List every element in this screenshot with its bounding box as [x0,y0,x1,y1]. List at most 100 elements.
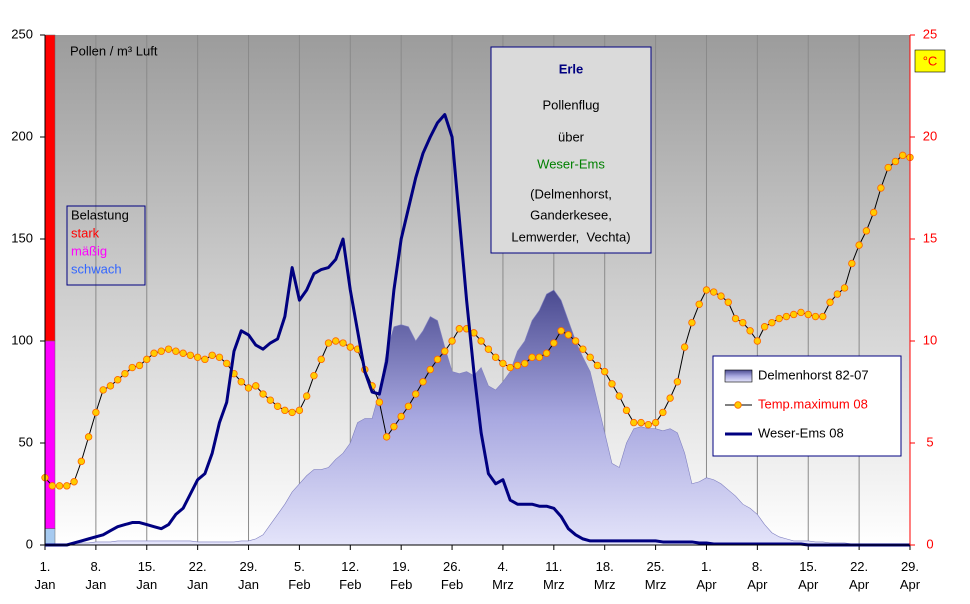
marker [259,390,267,398]
marker [601,367,609,376]
marker [819,312,827,321]
marker [172,347,180,355]
belastung-label: mäßig [71,243,107,258]
marker [281,406,289,415]
x-tick-label: 25. Mrz [644,559,667,592]
subtitle: Ganderkesee, [530,207,612,222]
marker [528,353,536,362]
marker [884,163,892,172]
legend-marker [734,401,742,409]
marker [179,349,187,357]
x-tick-label: 15. Apr [798,559,819,592]
marker [135,361,144,370]
marker [739,318,747,327]
marker [593,361,602,370]
marker [710,288,718,296]
marker [673,378,682,386]
x-tick-label: 8. Apr [747,559,768,592]
marker [244,384,253,392]
y2-tick-label: 5 [926,434,933,449]
subtitle: Lemwerder, Vechta) [511,229,630,244]
legend-label: Delmenhorst 82-07 [758,367,869,382]
subtitle: Weser-Ems [537,156,605,171]
y-axis-label: Pollen / m³ Luft [70,43,158,58]
marker [375,398,384,406]
marker [506,363,514,372]
marker [215,353,224,362]
marker [746,327,754,335]
marker [557,327,565,335]
marker [201,355,209,364]
marker [339,339,347,347]
marker [426,365,434,374]
chart-title: Erle [559,61,584,76]
marker [550,339,558,347]
marker [630,418,638,427]
marker [651,418,660,427]
marker [782,312,791,321]
subtitle: Pollenflug [542,97,599,112]
marker [121,369,129,378]
y2-tick-label: 10 [923,332,937,347]
y2-tick-label: 20 [923,128,937,143]
marker [811,312,820,321]
marker [731,314,740,323]
marker [310,371,318,380]
belastung-band [44,340,56,529]
marker [484,345,493,353]
x-tick-label: 8. Jan [85,559,107,592]
marker [164,345,173,353]
belastung-label: stark [71,225,100,240]
y2-tick-label: 15 [923,230,937,245]
x-tick-label: 12. Feb [339,559,362,592]
marker [252,382,260,390]
marker [586,353,594,362]
y-tick-label: 150 [11,230,33,245]
marker [113,376,122,384]
marker [833,290,842,298]
x-tick-label: 1. Jan [34,559,56,592]
marker [186,351,195,359]
marker [862,227,871,235]
marker [455,325,464,333]
belastung-label: schwach [71,261,122,276]
marker [237,378,245,386]
marker [891,157,900,166]
y2-label-box [914,49,946,73]
marker [659,408,667,417]
marker [521,359,529,368]
marker [92,408,100,417]
x-tick-label: 19. Feb [389,559,413,592]
marker [840,284,849,292]
marker [412,390,420,398]
marker [48,482,56,490]
marker [753,337,762,345]
marker [295,406,304,415]
marker [564,331,573,339]
marker [302,392,311,400]
marker [55,482,64,490]
marker [695,300,703,308]
y-tick-label: 100 [11,332,33,347]
x-tick-label: 22. Apr [848,559,870,592]
marker [441,347,449,355]
marker [419,378,427,386]
y2-tick-label: 25 [923,26,937,41]
title-box [490,46,652,254]
x-tick-label: 29. Jan [238,559,259,592]
marker [768,318,776,327]
marker [317,355,325,364]
belastung-band [44,34,56,342]
marker [477,337,485,345]
marker [789,310,798,319]
marker [128,363,136,372]
marker [346,343,354,351]
marker [615,392,623,400]
marker [150,349,158,357]
x-tick-label: 15. Jan [136,559,158,592]
marker [390,422,398,431]
subtitle: (Delmenhorst, [530,186,612,201]
marker [760,323,769,331]
marker [535,353,543,362]
